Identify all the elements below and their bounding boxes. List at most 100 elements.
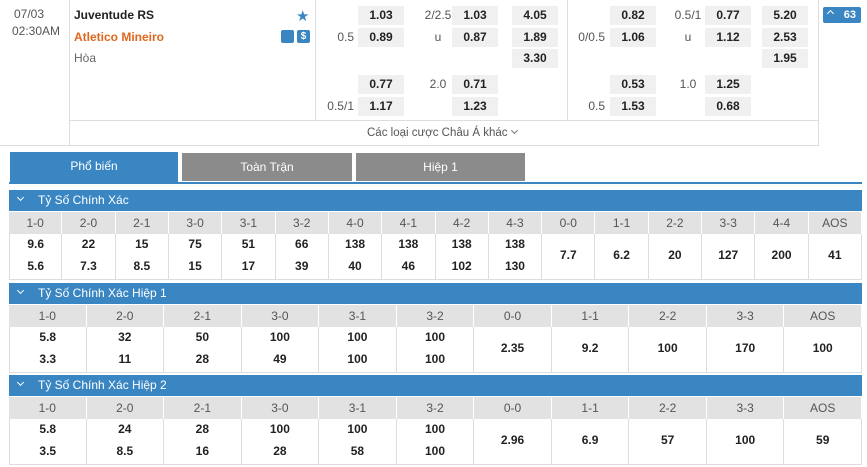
result-odds[interactable]: 1.89 bbox=[512, 28, 558, 47]
odds-value: 100 bbox=[347, 330, 368, 344]
odds-cell[interactable]: 5.8 3.5 bbox=[9, 419, 87, 465]
odds-cell[interactable]: 24 8.5 bbox=[86, 419, 165, 465]
total-odds[interactable]: 0.71 bbox=[452, 75, 498, 94]
odds-value: 9.2 bbox=[581, 341, 599, 355]
result-odds[interactable]: 3.30 bbox=[512, 49, 558, 68]
odds-value: 100 bbox=[347, 352, 368, 366]
score-header: 4-2 bbox=[435, 212, 489, 234]
more-odds[interactable]: Các loại cược Châu Á khác bbox=[367, 127, 508, 139]
odds-cell[interactable]: 22 7.3 bbox=[62, 234, 116, 280]
handicap-odds[interactable]: 0.77 bbox=[358, 75, 404, 94]
result-odds[interactable]: 1.95 bbox=[762, 49, 808, 68]
handicap-odds[interactable]: 1.53 bbox=[610, 97, 656, 116]
odds-cell[interactable]: 75 15 bbox=[168, 234, 223, 280]
odds-cell[interactable]: 6.9 bbox=[551, 419, 630, 465]
away-team[interactable]: Atletico Mineiro bbox=[74, 30, 165, 44]
odds-cell[interactable]: 100 100 bbox=[396, 419, 475, 465]
divider bbox=[69, 120, 819, 121]
score-header: AOS bbox=[784, 305, 862, 327]
odds-cell[interactable]: 2.35 bbox=[474, 327, 552, 373]
section-header[interactable]: Tỷ Số Chính Xác Hiệp 1 bbox=[9, 283, 862, 304]
tab[interactable]: Toàn Trận bbox=[182, 153, 352, 181]
total-odds[interactable]: 0.87 bbox=[452, 28, 498, 47]
odds-value: 58 bbox=[350, 444, 365, 458]
odds-cell[interactable]: 100 bbox=[706, 419, 785, 465]
odds-cell[interactable]: 5.8 3.3 bbox=[9, 327, 87, 373]
odds-cell[interactable]: 6.2 bbox=[595, 234, 649, 280]
section-title: Tỷ Số Chính Xác Hiệp 2 bbox=[38, 378, 167, 392]
odds-value: 8.5 bbox=[133, 259, 151, 273]
odds-cell[interactable]: 100 28 bbox=[241, 419, 320, 465]
score-header: 2-0 bbox=[86, 397, 165, 419]
odds-cell[interactable]: 100 49 bbox=[241, 327, 320, 373]
odds-value: 100 bbox=[424, 444, 445, 458]
odds-cell[interactable]: 138 102 bbox=[435, 234, 489, 280]
tab[interactable]: Phổ biến bbox=[10, 152, 178, 183]
handicap-odds[interactable]: 1.06 bbox=[610, 28, 656, 47]
odds-cell[interactable]: 59 bbox=[784, 419, 862, 465]
odds-cell[interactable]: 9.2 bbox=[551, 327, 630, 373]
total-odds[interactable]: 0.68 bbox=[705, 97, 751, 116]
odds-cell[interactable]: 138 40 bbox=[328, 234, 383, 280]
odds-value: 138 bbox=[398, 237, 419, 251]
odds-cell[interactable]: 7.7 bbox=[542, 234, 596, 280]
total-odds[interactable]: 1.23 bbox=[452, 97, 498, 116]
odds-cell[interactable]: 50 28 bbox=[164, 327, 242, 373]
score-header: 3-3 bbox=[706, 397, 785, 419]
divider bbox=[0, 145, 819, 146]
tab[interactable]: Hiệp 1 bbox=[356, 153, 525, 181]
odds-cell[interactable]: 100 100 bbox=[396, 327, 475, 373]
total-line: u bbox=[684, 30, 692, 44]
money-icon[interactable]: $ bbox=[297, 30, 310, 43]
score-header: 0-0 bbox=[474, 397, 552, 419]
stats-icon[interactable] bbox=[281, 30, 294, 43]
handicap-odds[interactable]: 1.17 bbox=[358, 97, 404, 116]
odds-cell[interactable]: 57 bbox=[629, 419, 707, 465]
odds-cell[interactable]: 138 46 bbox=[382, 234, 436, 280]
odds-cell[interactable]: 100 58 bbox=[319, 419, 397, 465]
handicap-odds[interactable]: 0.82 bbox=[610, 6, 656, 25]
odds-cell[interactable]: 20 bbox=[648, 234, 703, 280]
odds-value: 100 bbox=[269, 330, 290, 344]
odds-cell[interactable]: 200 bbox=[755, 234, 809, 280]
odds-cell[interactable]: 66 39 bbox=[275, 234, 329, 280]
odds-cell[interactable]: 15 8.5 bbox=[115, 234, 169, 280]
total-odds[interactable]: 1.03 bbox=[452, 6, 498, 25]
odds-cell[interactable]: 2.96 bbox=[474, 419, 552, 465]
odds-cell[interactable]: 170 bbox=[706, 327, 785, 373]
score-header: 2-0 bbox=[86, 305, 165, 327]
odds-value: 17 bbox=[241, 259, 256, 273]
odds-cell[interactable]: 51 17 bbox=[222, 234, 276, 280]
odds-cell[interactable]: 100 bbox=[629, 327, 707, 373]
section-header[interactable]: Tỷ Số Chính Xác bbox=[9, 190, 862, 211]
total-odds[interactable]: 0.77 bbox=[705, 6, 751, 25]
result-odds[interactable]: 4.05 bbox=[512, 6, 558, 25]
odds-cell[interactable]: 32 11 bbox=[86, 327, 165, 373]
result-odds[interactable]: 5.20 bbox=[762, 6, 808, 25]
odds-cell[interactable]: 127 bbox=[702, 234, 756, 280]
result-odds[interactable]: 2.53 bbox=[762, 28, 808, 47]
odds-value: 66 bbox=[295, 237, 309, 251]
odds-value: 7.7 bbox=[559, 248, 577, 262]
handicap-odds[interactable]: 1.03 bbox=[358, 6, 404, 25]
total-line: 0.5/1 bbox=[674, 8, 702, 22]
home-team[interactable]: Juventude RS bbox=[74, 8, 155, 22]
odds-value: 138 bbox=[345, 237, 366, 251]
odds-cell[interactable]: 138 130 bbox=[488, 234, 543, 280]
odds-cell[interactable]: 9.6 5.6 bbox=[9, 234, 63, 280]
odds-cell[interactable]: 100 bbox=[784, 327, 862, 373]
total-odds[interactable]: 1.12 bbox=[705, 28, 751, 47]
odds-value: 100 bbox=[424, 330, 445, 344]
odds-value: 100 bbox=[269, 422, 290, 436]
odds-cell[interactable]: 100 100 bbox=[319, 327, 397, 373]
handicap-odds[interactable]: 0.89 bbox=[358, 28, 404, 47]
odds-cell[interactable]: 41 bbox=[808, 234, 862, 280]
odds-cell[interactable]: 28 16 bbox=[164, 419, 242, 465]
section-header[interactable]: Tỷ Số Chính Xác Hiệp 2 bbox=[9, 375, 862, 396]
odds-value: 200 bbox=[771, 248, 792, 262]
star-icon[interactable]: ★ bbox=[296, 8, 310, 25]
total-odds[interactable]: 1.25 bbox=[705, 75, 751, 94]
handicap-odds[interactable]: 0.53 bbox=[610, 75, 656, 94]
date: 07/03 bbox=[14, 7, 45, 21]
more-badge[interactable]: 63 bbox=[823, 7, 861, 23]
